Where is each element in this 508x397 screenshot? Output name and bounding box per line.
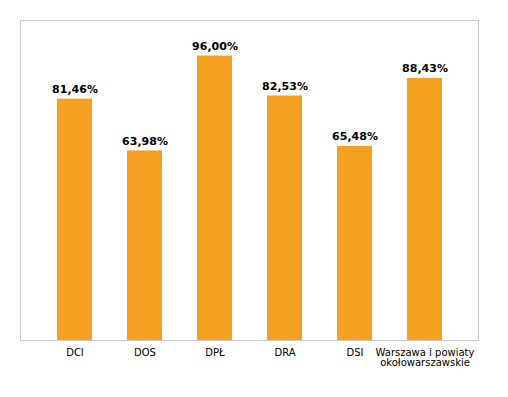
- svg-text:DPŁ: DPŁ: [205, 347, 225, 358]
- svg-text:81,46%: 81,46%: [52, 83, 98, 96]
- svg-text:63,98%: 63,98%: [122, 135, 168, 148]
- svg-text:65,48%: 65,48%: [332, 130, 378, 143]
- svg-text:Warszawa i powiatyokołowarszaw: Warszawa i powiatyokołowarszawskie: [376, 347, 475, 368]
- svg-text:82,53%: 82,53%: [262, 80, 308, 93]
- svg-text:DCI: DCI: [66, 347, 84, 358]
- svg-text:DOS: DOS: [134, 347, 156, 358]
- svg-text:88,43%: 88,43%: [402, 62, 448, 75]
- svg-text:DRA: DRA: [274, 347, 295, 358]
- svg-text:96,00%: 96,00%: [192, 40, 238, 53]
- svg-text:DSI: DSI: [347, 347, 364, 358]
